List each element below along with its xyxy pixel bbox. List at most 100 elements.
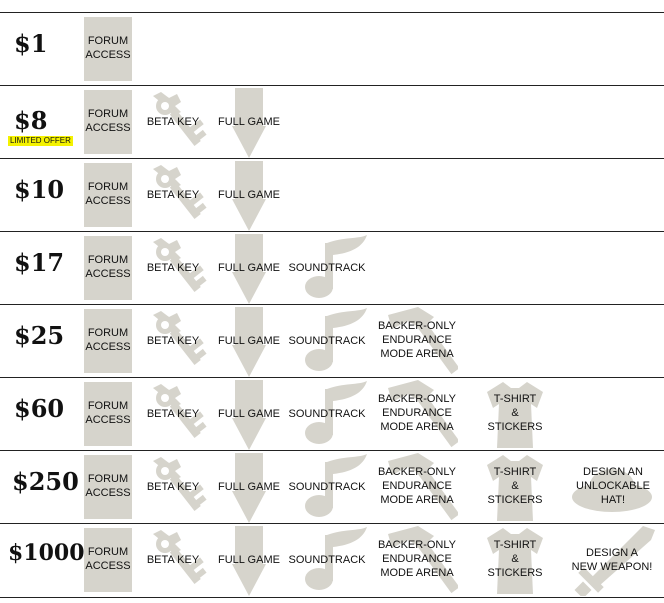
tier-row: $25 FORUM ACCESS BETA KEY FULL GAME SOUNDTR… (0, 304, 664, 378)
design-weapon-label: NEW WEAPON! (571, 561, 653, 573)
full-game-label: FULL GAME (218, 408, 280, 420)
down-arrow-icon (232, 453, 266, 523)
tshirt-stickers-label: STICKERS (487, 567, 543, 579)
down-arrow-icon (232, 161, 266, 231)
endurance-arena-label: ENDURANCE (382, 334, 452, 346)
tier-row: $1000 FORUM ACCESS BETA KEY FULL GAME SOUND… (0, 523, 664, 598)
beta-key-label: BETA KEY (146, 554, 200, 566)
endurance-arena-label: MODE ARENA (380, 348, 454, 360)
soundtrack-label: SOUNDTRACK (288, 335, 366, 347)
hat-icon (571, 465, 653, 515)
down-arrow-icon (232, 88, 266, 158)
tier-price: $10 (14, 175, 65, 204)
tshirt-stickers-label: T-SHIRT (493, 393, 537, 405)
key-icon (145, 382, 207, 444)
reward-label: FORUM (87, 254, 129, 266)
reward-label: FORUM (87, 327, 129, 339)
reward-label: FORUM (87, 181, 129, 193)
tier-price: $25 (14, 321, 65, 350)
forum-access-reward: FORUM ACCESS (84, 382, 132, 446)
endurance-arena-label: ENDURANCE (382, 480, 452, 492)
hammer-icon (378, 380, 458, 450)
tier-row: $250 FORUM ACCESS BETA KEY FULL GAME SOUNDT… (0, 450, 664, 524)
reward-label: FORUM (87, 108, 129, 120)
full-game-label: FULL GAME (218, 116, 280, 128)
key-icon (145, 236, 207, 298)
full-game-label: FULL GAME (218, 262, 280, 274)
reward-label: FORUM (87, 400, 129, 412)
tier-row: $8 LIMITED OFFER FORUM ACCESS BETA KEY FULL … (0, 85, 664, 159)
tier-price: $60 (14, 394, 65, 423)
tier-row: $1 FORUM ACCESS (0, 12, 664, 86)
endurance-arena-label: MODE ARENA (380, 494, 454, 506)
music-note-icon (303, 527, 369, 595)
tier-price: $17 (14, 248, 65, 277)
tshirt-icon (487, 455, 543, 521)
reward-label: ACCESS (85, 414, 131, 426)
music-note-icon (303, 235, 369, 303)
endurance-arena-label: MODE ARENA (380, 567, 454, 579)
limited-offer-badge: LIMITED OFFER (8, 136, 73, 146)
music-note-icon (303, 308, 369, 376)
hammer-icon (378, 453, 458, 523)
tshirt-stickers-label: & (511, 553, 519, 565)
beta-key-label: BETA KEY (146, 189, 200, 201)
forum-access-reward: FORUM ACCESS (84, 455, 132, 519)
forum-access-reward: FORUM ACCESS (84, 163, 132, 227)
beta-key-label: BETA KEY (146, 335, 200, 347)
reward-label: ACCESS (85, 49, 131, 61)
down-arrow-icon (232, 380, 266, 450)
hammer-icon (378, 307, 458, 377)
tier-row: $10 FORUM ACCESS BETA KEY FULL GAME (0, 158, 664, 232)
forum-access-reward: FORUM ACCESS (84, 309, 132, 373)
reward-label: ACCESS (85, 195, 131, 207)
reward-label: ACCESS (85, 341, 131, 353)
endurance-arena-label: ENDURANCE (382, 553, 452, 565)
endurance-arena-label: BACKER-ONLY (377, 539, 457, 551)
reward-label: ACCESS (85, 122, 131, 134)
tier-price: $8 (14, 106, 48, 135)
reward-label: FORUM (87, 35, 129, 47)
tshirt-stickers-label: & (511, 407, 519, 419)
soundtrack-label: SOUNDTRACK (288, 554, 366, 566)
tshirt-icon (487, 528, 543, 594)
key-icon (145, 455, 207, 517)
endurance-arena-label: BACKER-ONLY (377, 320, 457, 332)
music-note-icon (303, 381, 369, 449)
tshirt-stickers-label: T-SHIRT (493, 539, 537, 551)
reward-label: ACCESS (85, 268, 131, 280)
full-game-label: FULL GAME (218, 554, 280, 566)
soundtrack-label: SOUNDTRACK (288, 408, 366, 420)
full-game-label: FULL GAME (218, 335, 280, 347)
key-icon (145, 90, 207, 152)
tshirt-stickers-label: STICKERS (487, 421, 543, 433)
forum-access-reward: FORUM ACCESS (84, 236, 132, 300)
down-arrow-icon (232, 307, 266, 377)
key-icon (145, 163, 207, 225)
endurance-arena-label: BACKER-ONLY (377, 466, 457, 478)
tshirt-stickers-label: STICKERS (487, 494, 543, 506)
endurance-arena-label: MODE ARENA (380, 421, 454, 433)
design-hat-label: HAT! (600, 494, 626, 506)
tier-price: $1 (14, 29, 48, 58)
reward-label: FORUM (87, 473, 129, 485)
design-weapon-label: DESIGN A (586, 547, 638, 559)
beta-key-label: BETA KEY (146, 262, 200, 274)
soundtrack-label: SOUNDTRACK (288, 481, 366, 493)
hammer-icon (378, 526, 458, 596)
tshirt-stickers-label: & (511, 480, 519, 492)
key-icon (145, 528, 207, 590)
tier-row: $17 FORUM ACCESS BETA KEY FULL GAME SOUNDTR… (0, 231, 664, 305)
full-game-label: FULL GAME (218, 481, 280, 493)
beta-key-label: BETA KEY (146, 116, 200, 128)
tshirt-stickers-label: T-SHIRT (493, 466, 537, 478)
key-icon (145, 309, 207, 371)
down-arrow-icon (232, 526, 266, 596)
forum-access-reward: FORUM ACCESS (84, 90, 132, 154)
forum-access-reward: FORUM ACCESS (84, 17, 132, 81)
design-hat-label: UNLOCKABLE (576, 480, 650, 492)
reward-label: ACCESS (85, 560, 131, 572)
tier-row: $60 FORUM ACCESS BETA KEY FULL GAME SOUNDTR… (0, 377, 664, 451)
endurance-arena-label: BACKER-ONLY (377, 393, 457, 405)
beta-key-label: BETA KEY (146, 481, 200, 493)
